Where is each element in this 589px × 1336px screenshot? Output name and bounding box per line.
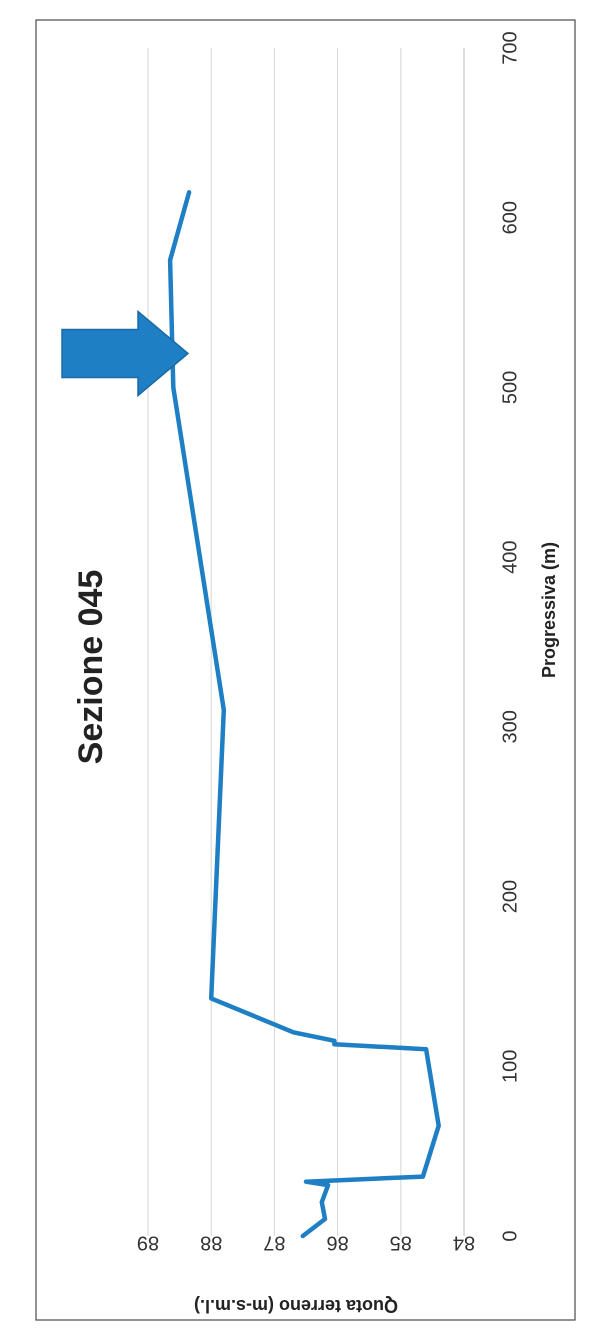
y-tick-label: 88 <box>200 1232 222 1254</box>
x-tick-label: 600 <box>499 201 521 234</box>
arrow-annotation <box>61 309 190 398</box>
y-tick-label: 89 <box>137 1232 159 1254</box>
x-tick-label: 500 <box>499 371 521 404</box>
x-tick-label: 200 <box>499 880 521 913</box>
y-tick-label: 84 <box>453 1232 475 1254</box>
chart-frame <box>35 19 576 1321</box>
y-tick-label: 85 <box>390 1232 412 1254</box>
y-tick-label: 86 <box>326 1232 348 1254</box>
arrow-shape <box>61 309 190 398</box>
y-axis-title: Quota terreno (m-s.m.l.) <box>194 1296 398 1316</box>
x-tick-labels: 0 100 200 300 400 500 600 700 <box>499 31 521 1241</box>
x-axis-title: Progressiva (m) <box>539 542 559 678</box>
x-tick-label: 400 <box>499 540 521 573</box>
y-tick-label: 87 <box>263 1232 285 1254</box>
y-tick-labels: 84 85 86 87 88 89 <box>137 1232 475 1254</box>
chart-title: Sezione 045 <box>72 570 110 765</box>
series-line <box>167 190 441 1239</box>
x-tick-label: 300 <box>499 710 521 743</box>
x-tick-label: 700 <box>499 31 521 64</box>
x-tick-label: 100 <box>499 1050 521 1083</box>
x-tick-label: 0 <box>499 1230 521 1241</box>
